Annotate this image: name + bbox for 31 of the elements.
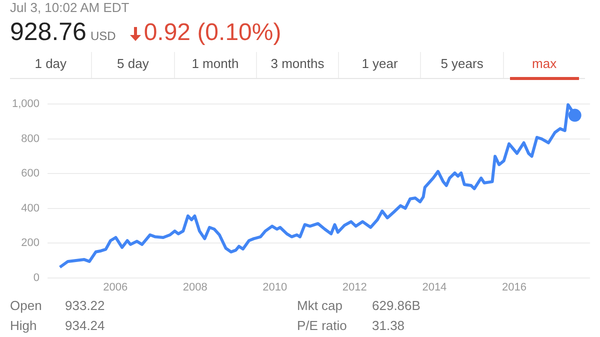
chart-title: 928.76 [10, 18, 86, 46]
text: 31.38 [372, 318, 405, 333]
x-tick-label: 2012 [342, 281, 367, 294]
text: High [10, 318, 37, 333]
text: 5 years [421, 52, 504, 78]
text: max [531, 55, 558, 73]
y-tick-label: 200 [21, 237, 40, 250]
text: 1 day [10, 52, 92, 78]
x-tick-label: 2006 [103, 281, 128, 294]
text: 5 day [92, 52, 175, 78]
text: 629.86B [372, 298, 420, 313]
text: 1 year [339, 52, 422, 78]
text: Open [10, 298, 42, 313]
y-tick-label: 1,000 [12, 98, 40, 110]
text: 0.92 (0.10%) [144, 19, 282, 46]
text: 3 months [256, 52, 340, 78]
y-tick-label: 800 [21, 132, 40, 145]
x-tick-label: 2010 [262, 281, 288, 294]
text: P/E ratio [297, 318, 347, 333]
x-tick-label: 2008 [182, 281, 208, 294]
text: 933.22 [65, 298, 105, 313]
y-tick-label: 400 [21, 202, 40, 214]
text: USD [90, 29, 116, 43]
text: 1 month [174, 52, 257, 78]
text: 934.24 [65, 318, 105, 333]
y-tick-label: 0 [33, 272, 40, 284]
chart-subtitle: Jul 3, 10:02 AM EDT [10, 0, 130, 15]
x-tick-label: 2014 [422, 281, 447, 294]
x-tick-label: 2016 [502, 281, 526, 294]
y-tick-label: 600 [21, 168, 40, 180]
text: Mkt cap [297, 298, 343, 313]
